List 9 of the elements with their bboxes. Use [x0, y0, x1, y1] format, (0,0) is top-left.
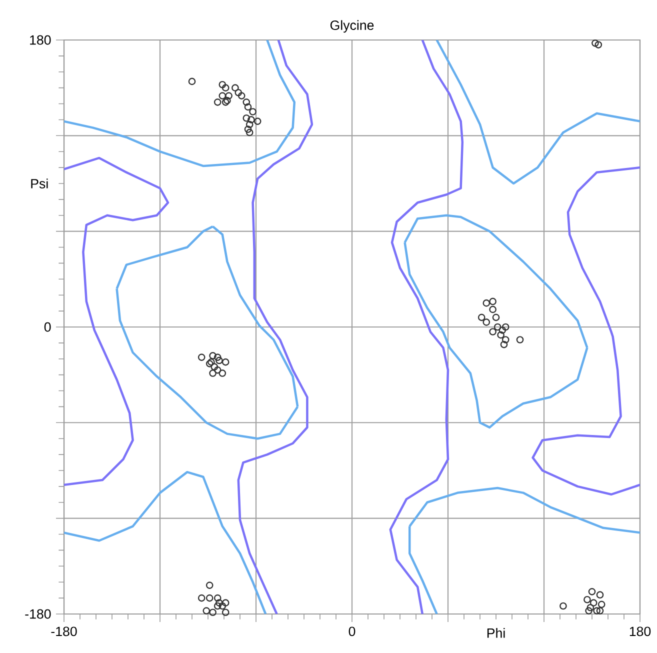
y-tick-label: 180	[30, 35, 51, 45]
y-tick-label: 0	[44, 322, 51, 332]
x-tick-label: 0	[348, 626, 356, 636]
x-tick-label: -180	[51, 626, 77, 636]
y-tick-label: -180	[25, 609, 51, 619]
x-axis-title: Phi	[487, 628, 505, 638]
chart-title: Glycine	[330, 20, 374, 33]
y-axis-title: Psi	[31, 178, 48, 188]
x-tick-label: 180	[630, 626, 651, 636]
